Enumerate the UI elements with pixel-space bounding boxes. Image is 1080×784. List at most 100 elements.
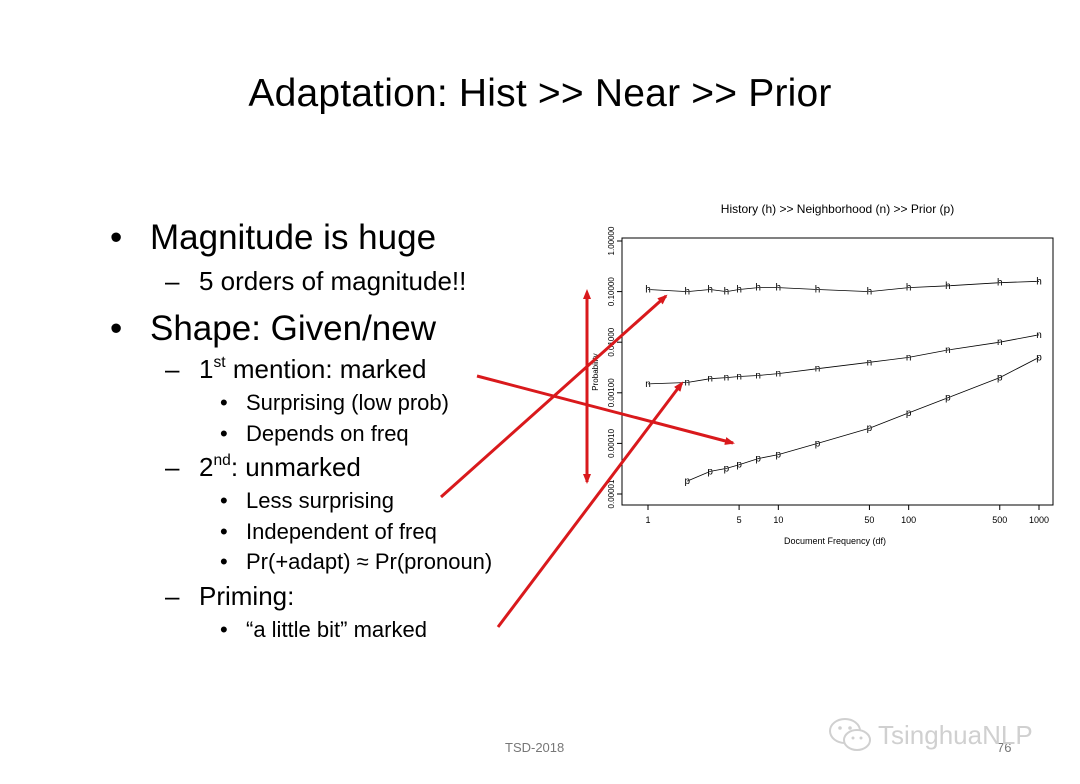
bullet-text-num: 2	[199, 452, 214, 482]
bullet-marker: •	[220, 421, 228, 446]
series-point-h: h	[815, 285, 821, 296]
bullet-priming: – Priming:	[165, 581, 294, 612]
series-point-p: p	[997, 373, 1003, 384]
bullet-little-bit: • “a little bit” marked	[220, 617, 427, 643]
bullet-text: Less surprising	[246, 488, 394, 513]
arrow-less-surprising	[440, 294, 668, 499]
series-point-n: n	[1036, 330, 1042, 341]
series-point-n: n	[684, 377, 690, 388]
x-tick-label: 100	[901, 515, 916, 525]
bullet-text: Surprising (low prob)	[246, 390, 449, 415]
series-point-n: n	[755, 370, 761, 381]
series-point-h: h	[1036, 276, 1042, 287]
bullet-text: mention: marked	[225, 354, 427, 384]
y-tick-label: 0.00100	[607, 378, 616, 407]
bullet-orders: –5 orders of magnitude!!	[165, 266, 466, 297]
bullet-text: Depends on freq	[246, 421, 409, 446]
page-number: 76	[997, 740, 1012, 755]
bullet-list: • Magnitude is huge –5 orders of magnitud…	[110, 218, 492, 643]
bullet-text: Priming:	[199, 581, 295, 611]
x-tick-label: 5	[737, 515, 742, 525]
watermark: TsinghuaNLP	[828, 716, 1033, 754]
bullet-text-num: 1	[199, 354, 214, 384]
bullet-marker: •	[220, 390, 228, 415]
bullet-first-mention: –1st mention: marked	[165, 354, 426, 385]
bullet-marker: •	[220, 617, 228, 642]
series-point-n: n	[815, 364, 821, 375]
dash-marker: –	[165, 581, 180, 611]
series-point-h: h	[945, 281, 951, 292]
series-point-n: n	[867, 357, 873, 368]
bullet-text: “a little bit” marked	[246, 617, 427, 642]
bullet-text-sup: nd	[213, 452, 231, 470]
dash-marker: –	[165, 266, 180, 296]
series-point-p: p	[736, 460, 742, 471]
x-tick-label: 1	[645, 515, 650, 525]
bullet-text-sup: st	[213, 354, 226, 372]
bullet-pronoun: • Pr(+adapt) ≈ Pr(pronoun)	[220, 549, 492, 575]
bullet-marker: •	[220, 549, 228, 574]
series-point-n: n	[724, 373, 730, 384]
series-point-h: h	[997, 278, 1003, 289]
series-point-h: h	[724, 287, 730, 298]
series-point-n: n	[997, 337, 1003, 348]
bullet-marker: •	[110, 309, 123, 348]
series-point-p: p	[776, 450, 782, 461]
series-point-p: p	[906, 408, 912, 419]
bullet-less-surprising: • Less surprising	[220, 488, 394, 514]
bullet-surprising: • Surprising (low prob)	[220, 390, 449, 416]
bullet-depends: • Depends on freq	[220, 421, 409, 447]
bullet-text: Magnitude is huge	[150, 218, 437, 257]
bullet-text: : unmarked	[230, 452, 361, 482]
series-point-p: p	[755, 454, 761, 465]
series-point-n: n	[736, 371, 742, 382]
x-tick-label: 500	[992, 515, 1007, 525]
x-tick-label: 10	[773, 515, 783, 525]
series-point-p: p	[707, 466, 713, 477]
series-point-h: h	[755, 283, 761, 294]
series-point-p: p	[1036, 352, 1042, 363]
series-point-p: p	[867, 423, 873, 434]
series-point-h: h	[906, 283, 912, 294]
series-point-p: p	[815, 438, 821, 449]
y-tick-label: 0.01000	[607, 327, 616, 356]
series-point-n: n	[776, 369, 782, 380]
bullet-text: Shape: Given/new	[150, 309, 437, 348]
series-line-n	[647, 334, 1040, 385]
plot-frame	[621, 237, 1054, 506]
dash-marker: –	[165, 452, 180, 482]
series-point-n: n	[906, 352, 912, 363]
series-point-h: h	[736, 285, 742, 296]
bullet-second: –2nd: unmarked	[165, 452, 361, 483]
bullet-shape: • Shape: Given/new	[110, 309, 436, 349]
footer-text: TSD-2018	[505, 740, 565, 755]
bullet-text: Pr(+adapt) ≈ Pr(pronoun)	[246, 549, 493, 574]
watermark-text: TsinghuaNLP	[878, 719, 1033, 750]
dash-marker: –	[165, 354, 180, 384]
series-point-n: n	[945, 345, 951, 356]
arrow-first-mention	[476, 374, 735, 445]
series-point-h: h	[776, 283, 782, 294]
bullet-marker: •	[220, 519, 228, 544]
wechat-icon	[829, 718, 871, 751]
y-tick-label: 1.00000	[607, 226, 616, 255]
series-point-h: h	[684, 287, 690, 298]
bullet-magnitude: • Magnitude is huge	[110, 218, 436, 258]
series-point-h: h	[867, 287, 873, 298]
y-axis-label: Probability	[591, 353, 600, 390]
bullet-marker: •	[110, 218, 123, 257]
chart-title: History (h) >> Neighborhood (n) >> Prior…	[721, 202, 954, 216]
bullet-independent: • Independent of freq	[220, 519, 437, 545]
x-tick-label: 50	[864, 515, 874, 525]
series-point-p: p	[684, 476, 690, 487]
bullet-text: Independent of freq	[246, 519, 437, 544]
bullet-marker: •	[220, 488, 228, 513]
y-tick-label: 0.00001	[607, 479, 616, 508]
series-point-n: n	[645, 379, 651, 390]
x-tick-label: 1000	[1029, 515, 1049, 525]
y-tick-label: 0.00010	[607, 428, 616, 457]
series-point-p: p	[945, 393, 951, 404]
series-line-p	[687, 357, 1040, 482]
x-axis-label: Document Frequency (df)	[784, 536, 886, 546]
